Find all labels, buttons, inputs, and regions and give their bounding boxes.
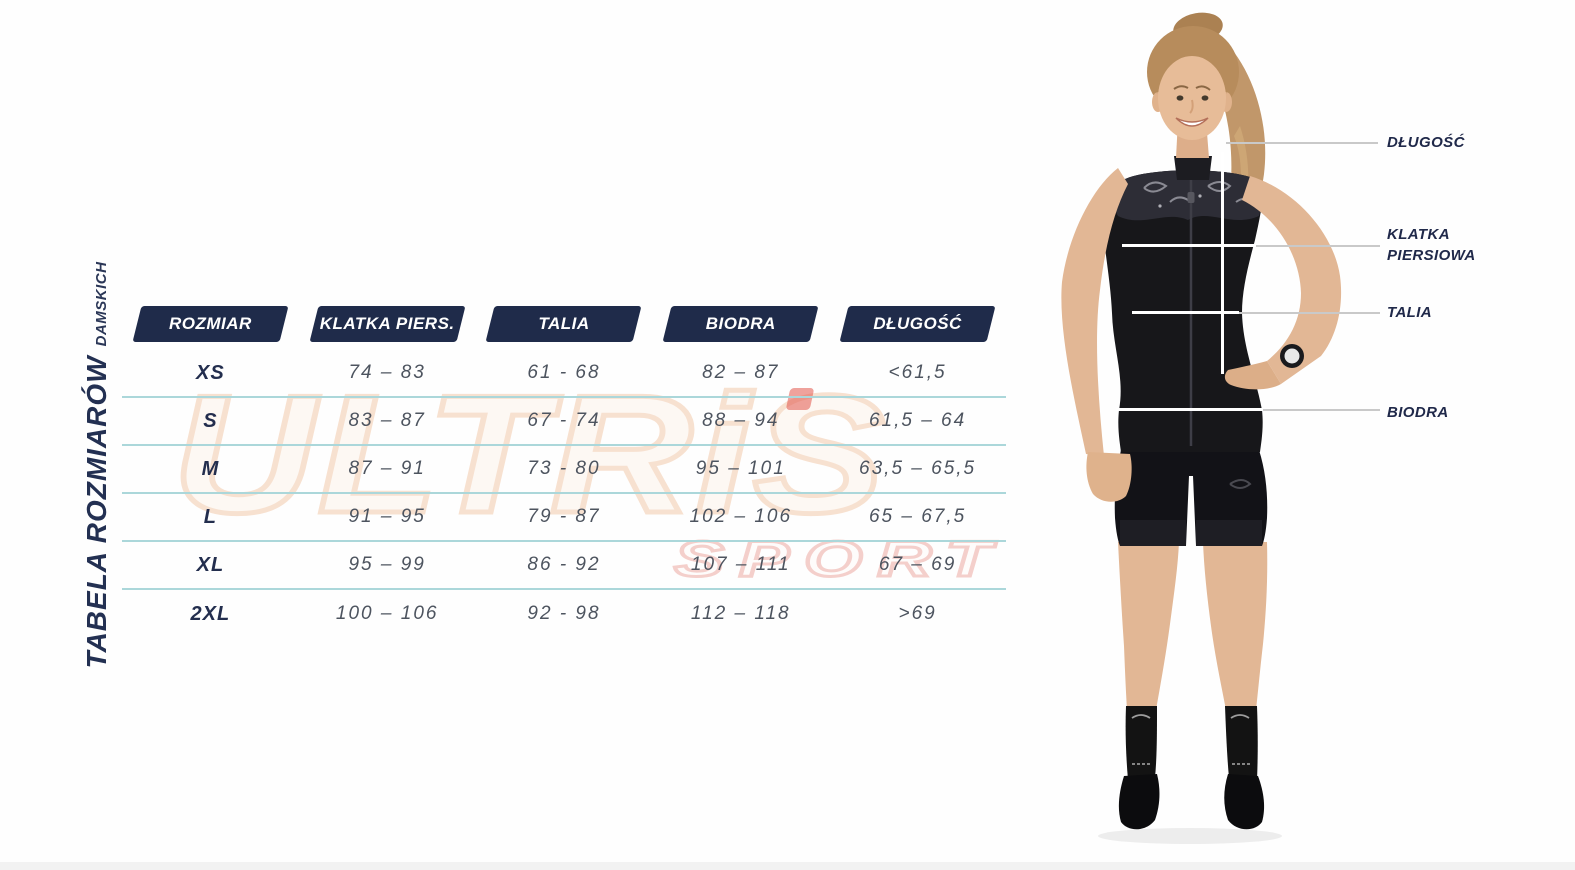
table-row-m: M 87 – 91 73 - 80 95 – 101 63,5 – 65,5: [122, 446, 1006, 494]
label-talia: TALIA: [1387, 304, 1433, 321]
socks: [1125, 706, 1258, 780]
measure-line-waist: [1132, 311, 1239, 314]
shorts: [1114, 450, 1268, 546]
measure-line-hips-pointer: [1263, 409, 1380, 411]
cell-hips: 112 – 118: [690, 603, 791, 624]
collar: [1174, 156, 1212, 180]
table-row-xs: XS 74 – 83 61 - 68 82 – 87 <61,5: [122, 350, 1006, 398]
cell-chest: 87 – 91: [348, 458, 426, 479]
measure-line-chest: [1122, 244, 1256, 247]
page-subtitle: DAMSKICH: [93, 261, 110, 347]
right-arm: [1061, 168, 1132, 502]
table-row-2xl: 2XL 100 – 106 92 - 98 112 – 118 >69: [122, 590, 1006, 638]
cell-waist: 86 - 92: [527, 554, 601, 575]
cell-length: 65 – 67,5: [868, 506, 967, 527]
cell-size: 2XL: [190, 602, 231, 625]
cell-length: 63,5 – 65,5: [859, 458, 977, 479]
label-biodra: BIODRA: [1387, 404, 1449, 421]
cell-chest: 91 – 95: [348, 506, 426, 527]
column-header-dlugosc: DŁUGOŚĆ: [844, 306, 991, 342]
bottom-strip: [0, 862, 1575, 870]
cell-waist: 67 - 74: [527, 410, 601, 431]
size-table-header-row: ROZMIAR KLATKA PIERS. TALIA BIODRA DŁUGO…: [122, 305, 1006, 343]
cell-waist: 79 - 87: [527, 506, 601, 527]
size-table: ROZMIAR KLATKA PIERS. TALIA BIODRA DŁUGO…: [122, 305, 1006, 638]
left-arm: [1224, 176, 1342, 390]
cell-size: S: [203, 409, 218, 432]
legs: [1118, 542, 1268, 710]
label-klatka: KLATKA: [1387, 226, 1450, 243]
cell-hips: 82 – 87: [702, 362, 780, 383]
cell-waist: 73 - 80: [527, 458, 601, 479]
table-row-xl: XL 95 – 99 86 - 92 107 – 111 67 – 69: [122, 542, 1006, 590]
measure-line-length-vertical: [1221, 152, 1224, 374]
zipper-pull: [1187, 192, 1195, 203]
column-header-talia: TALIA: [490, 306, 637, 342]
cell-length: 67 – 69: [878, 554, 957, 575]
column-header-biodra: BIODRA: [667, 306, 814, 342]
label-dlugosc: DŁUGOŚĆ: [1387, 134, 1465, 151]
size-table-body: XS 74 – 83 61 - 68 82 – 87 <61,5 S 83 – …: [122, 350, 1006, 638]
cell-chest: 74 – 83: [348, 362, 426, 383]
cell-chest: 100 – 106: [335, 603, 439, 624]
cell-hips: 102 – 106: [689, 506, 793, 527]
column-header-rozmiar: ROZMIAR: [137, 306, 284, 342]
floor-shadow: [1098, 828, 1282, 844]
cell-chest: 83 – 87: [348, 410, 426, 431]
cell-length: <61,5: [888, 362, 947, 383]
cell-hips: 88 – 94: [702, 410, 780, 431]
measure-line-chest-pointer: [1256, 245, 1380, 247]
face-features: [1173, 85, 1211, 127]
cell-size: L: [203, 505, 217, 528]
cell-size: XL: [196, 553, 225, 576]
measure-line-length-pointer: [1226, 142, 1378, 144]
cell-length: 61,5 – 64: [868, 410, 967, 431]
page-title: TABELA ROZMIARÓW: [81, 355, 112, 669]
cell-waist: 61 - 68: [527, 362, 601, 383]
table-row-l: L 91 – 95 79 - 87 102 – 106 65 – 67,5: [122, 494, 1006, 542]
shoes: [1118, 774, 1265, 830]
table-row-s: S 83 – 87 67 - 74 88 – 94 61,5 – 64: [122, 398, 1006, 446]
hair-fringe: [1156, 34, 1228, 94]
model-photo: [1061, 12, 1342, 844]
watch: [1280, 344, 1304, 368]
cell-size: M: [201, 457, 220, 480]
column-header-klatka-piers: KLATKA PIERS.: [314, 306, 461, 342]
label-piersiowa: PIERSIOWA: [1387, 247, 1476, 264]
cell-length: >69: [898, 603, 937, 624]
head: [1152, 34, 1232, 158]
cell-hips: 107 – 111: [690, 554, 791, 575]
vertical-title: TABELA ROZMIARÓW DAMSKICH: [81, 262, 113, 669]
cell-chest: 95 – 99: [348, 554, 426, 575]
cell-size: XS: [196, 361, 225, 384]
cell-waist: 92 - 98: [527, 603, 601, 624]
measure-line-hips: [1116, 408, 1263, 411]
measure-line-waist-pointer: [1239, 312, 1380, 314]
cell-hips: 95 – 101: [695, 458, 786, 479]
